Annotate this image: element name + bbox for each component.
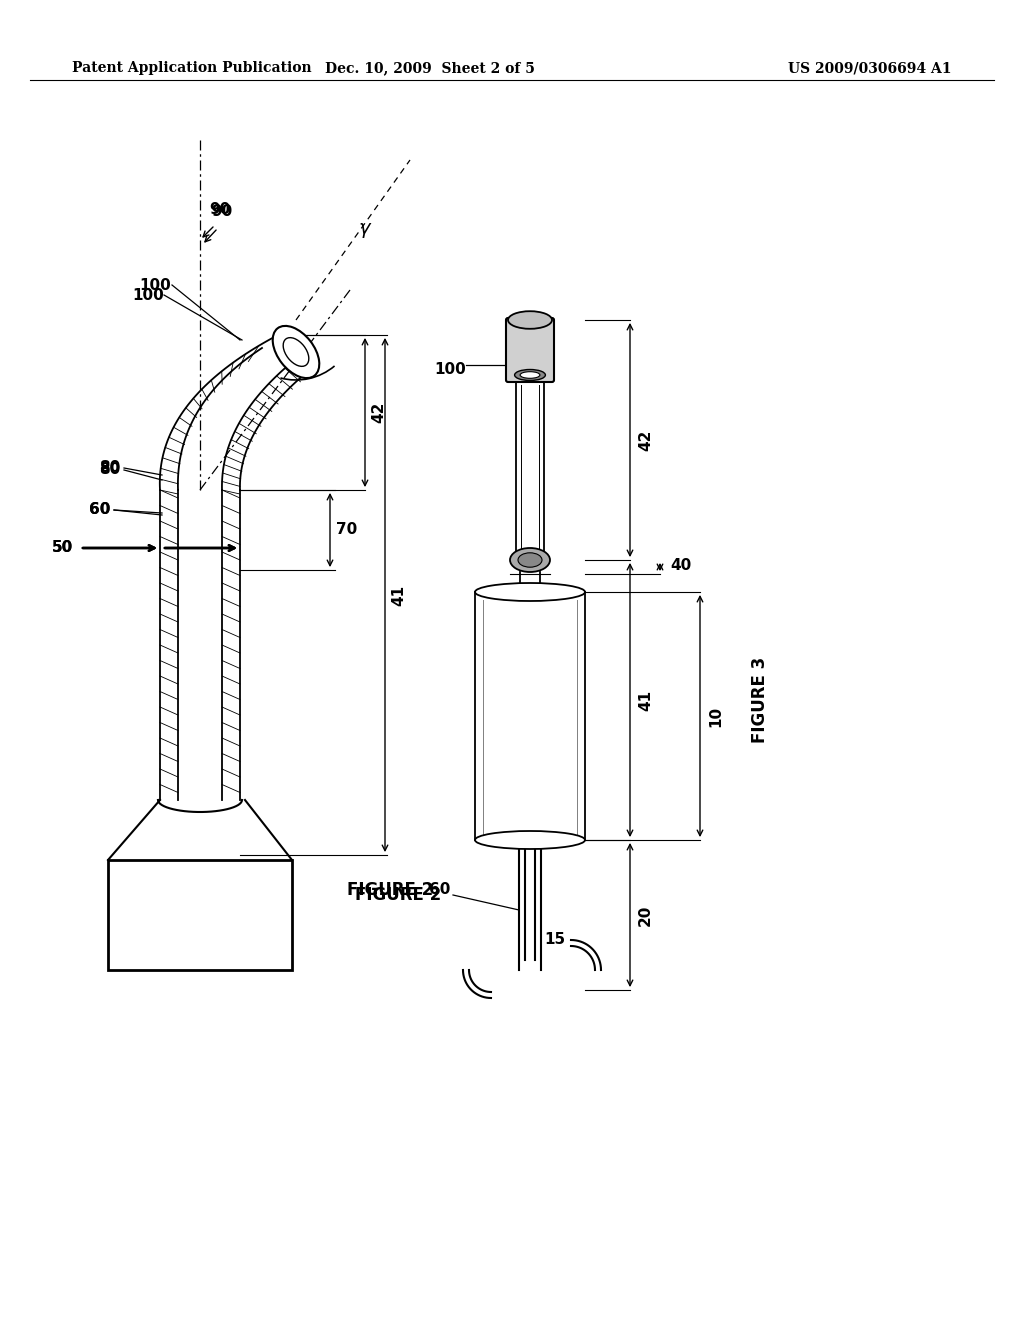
Text: 70: 70 [336,523,357,537]
Text: 20: 20 [638,904,653,925]
Ellipse shape [284,338,309,367]
Bar [108,861,292,970]
Text: 50: 50 [51,540,73,556]
Text: 100: 100 [434,363,466,378]
Text: 100: 100 [139,277,171,293]
Text: FIGURE 2: FIGURE 2 [347,880,433,899]
Text: 60: 60 [89,503,111,517]
Text: 90: 90 [209,202,230,218]
Text: 41: 41 [638,689,653,710]
Text: FIGURE 2: FIGURE 2 [355,886,441,904]
Text: 100: 100 [132,288,164,302]
Text: 60: 60 [429,883,451,898]
Text: 40: 40 [670,558,691,573]
Text: FIGURE 3: FIGURE 3 [751,657,769,743]
Ellipse shape [475,583,585,601]
Text: 80: 80 [99,461,121,475]
Text: 42: 42 [638,429,653,450]
Text: 10: 10 [708,705,723,726]
FancyBboxPatch shape [506,318,554,381]
Ellipse shape [272,326,319,378]
Text: 90: 90 [211,205,232,219]
Text: US 2009/0306694 A1: US 2009/0306694 A1 [788,61,952,75]
Text: Dec. 10, 2009  Sheet 2 of 5: Dec. 10, 2009 Sheet 2 of 5 [325,61,535,75]
Text: Patent Application Publication: Patent Application Publication [72,61,311,75]
Text: 60: 60 [89,503,111,517]
Ellipse shape [475,832,585,849]
Text: 80: 80 [99,462,121,478]
Ellipse shape [518,553,542,568]
Text: $\gamma$: $\gamma$ [357,220,372,239]
Text: 41: 41 [391,585,406,606]
Ellipse shape [510,548,550,572]
Ellipse shape [515,370,546,380]
Text: 15: 15 [545,932,565,948]
Ellipse shape [520,372,540,379]
Ellipse shape [508,312,552,329]
Text: 42: 42 [371,401,386,424]
Text: 50: 50 [51,540,73,556]
